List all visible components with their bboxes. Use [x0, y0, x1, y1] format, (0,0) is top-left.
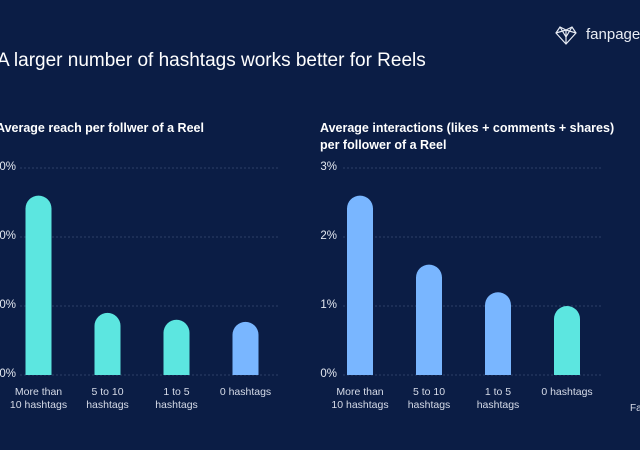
bar [554, 306, 580, 375]
x-tick-label: 5 to 10 hashtags [86, 386, 129, 411]
chart-title: Average interactions (likes + comments +… [320, 121, 615, 152]
bar [347, 195, 373, 375]
x-tick-label: 0 hashtags [541, 386, 593, 398]
bar [485, 292, 511, 375]
y-tick-label: 3% [320, 161, 337, 173]
main-title: A larger number of hashtags works better… [0, 50, 426, 71]
x-tick-label: 1 to 5 hashtags [155, 386, 198, 411]
bar [416, 264, 442, 375]
x-tick-label: More than 10 hashtags [9, 386, 68, 411]
x-tick-label: More than 10 hashtags [331, 386, 389, 411]
x-tick-label: 0 hashtags [219, 386, 272, 398]
y-tick-label: 1% [320, 299, 337, 311]
y-tick-label: 10% [0, 299, 16, 311]
x-tick-label: 5 to 10 hashtags [407, 386, 451, 411]
y-tick-label: 20% [0, 230, 16, 242]
y-tick-label: 0% [320, 368, 337, 380]
logo-icon [555, 26, 577, 45]
y-tick-label: 0% [0, 368, 16, 380]
logo-text: fanpage [586, 26, 640, 43]
bar [232, 321, 259, 375]
x-tick-label: 1 to 5 hashtags [476, 386, 520, 411]
source: Fa [630, 403, 640, 414]
y-tick-label: 2% [320, 230, 337, 242]
chart-title: Average reach per follwer of a Reel [0, 121, 204, 135]
y-tick-label: 30% [0, 161, 16, 173]
bar [94, 312, 121, 375]
bar [163, 319, 190, 375]
bar [25, 195, 52, 375]
